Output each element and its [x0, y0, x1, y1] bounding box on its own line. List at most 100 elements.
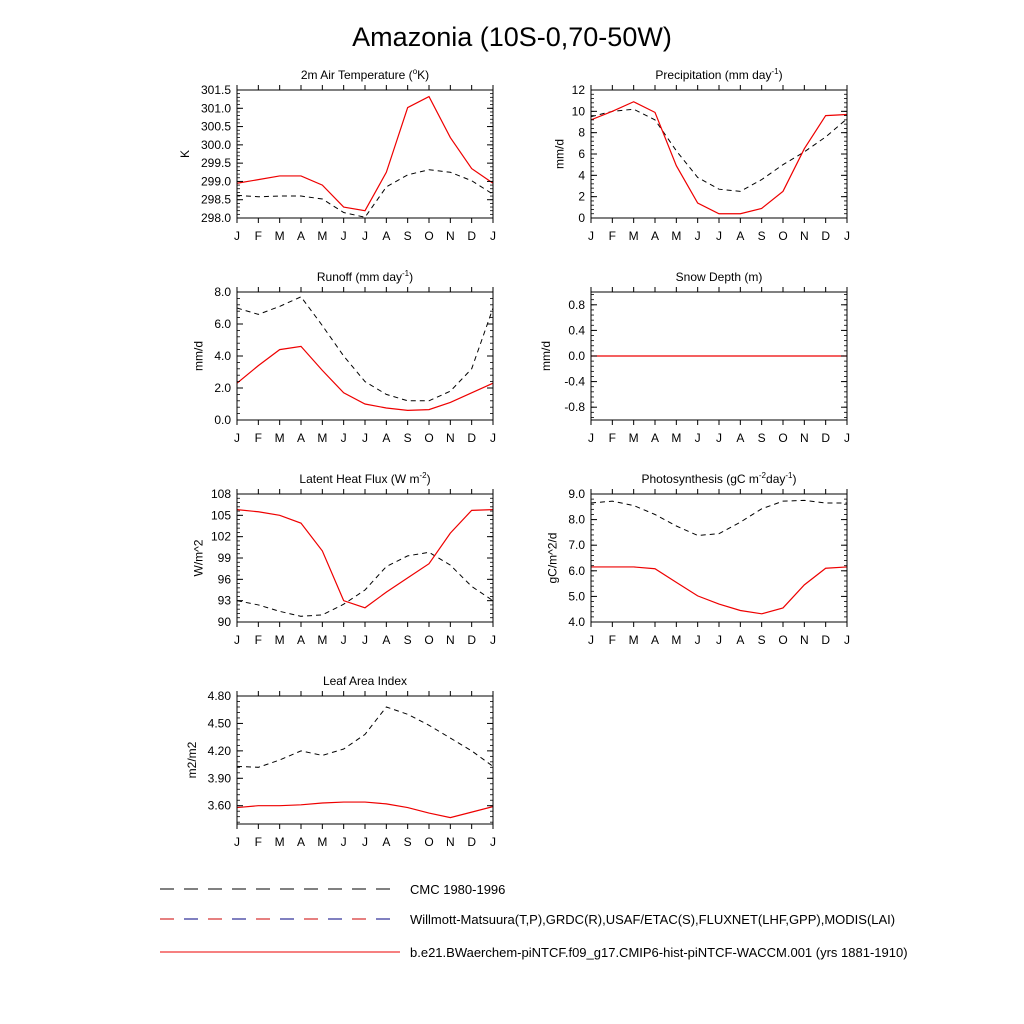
- plot-frame: [236, 695, 494, 825]
- x-tick-label: A: [736, 431, 744, 445]
- x-tick-label: J: [695, 633, 701, 647]
- y-tick-label: 8: [578, 126, 585, 140]
- series-line-cmc: [591, 499, 847, 536]
- x-tick-label: M: [671, 633, 681, 647]
- x-tick-label: M: [317, 835, 327, 849]
- series-line-cmc: [237, 551, 493, 617]
- y-tick-label: 8.0: [568, 513, 585, 527]
- panel-title: Snow Depth (m): [676, 270, 763, 284]
- x-tick-label: A: [297, 229, 305, 243]
- series-line-model: [237, 509, 493, 609]
- y-tick-label: 96: [218, 572, 232, 586]
- x-tick-label: J: [844, 633, 850, 647]
- x-tick-label: S: [758, 229, 766, 243]
- series-line-model: [591, 566, 847, 615]
- chart-panel-3: Runoff (mm day-1)0.02.04.06.08.0J F M A M J J A…: [192, 269, 496, 445]
- y-tick-label: 2: [578, 190, 585, 204]
- x-tick-label: N: [446, 229, 455, 243]
- series-line-model: [237, 345, 493, 412]
- x-tick-label: J: [362, 229, 368, 243]
- x-tick-label: M: [629, 431, 639, 445]
- x-tick-label: D: [467, 633, 476, 647]
- x-tick-label: F: [255, 431, 262, 445]
- y-tick-label: 0.0: [214, 413, 231, 427]
- chart-panel-4: Snow Depth (m)-0.8-0.40.00.40.8J F M A M J J A S…: [539, 270, 850, 445]
- x-tick-label: J: [716, 431, 722, 445]
- x-tick-label: F: [255, 633, 262, 647]
- panel-title: Photosynthesis (gC m-2day-1): [642, 471, 797, 486]
- x-tick-label: J: [716, 633, 722, 647]
- x-tick-label: O: [424, 229, 433, 243]
- x-tick-label: M: [275, 229, 285, 243]
- y-tick-label: 105: [211, 508, 231, 522]
- series-line-cmc: [237, 706, 493, 768]
- y-axis-label: mm/d: [192, 341, 206, 371]
- x-tick-label: A: [297, 633, 305, 647]
- x-tick-label: N: [800, 633, 809, 647]
- y-tick-label: 4.80: [208, 689, 232, 703]
- y-tick-label: 6.0: [214, 317, 231, 331]
- x-tick-label: M: [275, 431, 285, 445]
- x-tick-label: J: [234, 633, 240, 647]
- legend-item-2: Willmott-Matsuura(T,P),GRDC(R),USAF/ETAC…: [160, 912, 895, 927]
- panel-title: 2m Air Temperature (oK): [301, 67, 429, 82]
- x-tick-label: A: [297, 431, 305, 445]
- y-tick-label: 4.50: [208, 716, 232, 730]
- y-tick-label: 300.5: [201, 120, 231, 134]
- page-title: Amazonia (10S-0,70-50W): [352, 22, 672, 52]
- x-tick-label: N: [446, 835, 455, 849]
- y-tick-label: 298.0: [201, 211, 231, 225]
- y-axis-label: K: [178, 150, 192, 158]
- panel-title: Precipitation (mm day-1): [655, 67, 782, 82]
- y-tick-label: 90: [218, 615, 232, 629]
- x-tick-label: O: [424, 431, 433, 445]
- x-tick-label: S: [404, 431, 412, 445]
- x-tick-label: J: [341, 431, 347, 445]
- x-tick-label: S: [758, 633, 766, 647]
- y-tick-label: 4: [578, 168, 585, 182]
- y-tick-label: 4.0: [568, 615, 585, 629]
- x-tick-label: A: [297, 835, 305, 849]
- y-tick-label: 5.0: [568, 589, 585, 603]
- x-tick-label: M: [317, 229, 327, 243]
- x-tick-label: N: [446, 431, 455, 445]
- series-line-cmc: [237, 296, 493, 402]
- x-tick-label: O: [778, 633, 787, 647]
- x-tick-label: J: [362, 431, 368, 445]
- y-tick-label: 0.8: [568, 298, 585, 312]
- y-tick-label: 108: [211, 487, 231, 501]
- x-tick-label: N: [800, 229, 809, 243]
- x-tick-label: F: [609, 229, 616, 243]
- x-tick-label: J: [234, 835, 240, 849]
- panels: 2m Air Temperature (oK)298.0298.5299.029…: [178, 67, 850, 849]
- x-tick-label: J: [588, 633, 594, 647]
- y-tick-label: 298.5: [201, 193, 231, 207]
- x-tick-label: J: [341, 835, 347, 849]
- y-tick-label: 12: [572, 83, 586, 97]
- x-tick-label: M: [317, 431, 327, 445]
- x-tick-label: F: [255, 229, 262, 243]
- x-tick-label: J: [844, 229, 850, 243]
- x-tick-label: M: [629, 229, 639, 243]
- x-tick-label: M: [317, 633, 327, 647]
- y-tick-label: 299.5: [201, 156, 231, 170]
- x-tick-label: J: [341, 633, 347, 647]
- x-tick-label: F: [255, 835, 262, 849]
- x-tick-label: A: [382, 835, 390, 849]
- panel-title: Runoff (mm day-1): [317, 269, 413, 284]
- x-tick-label: A: [651, 229, 659, 243]
- x-tick-label: J: [341, 229, 347, 243]
- y-tick-label: 0.4: [568, 323, 585, 337]
- y-axis-label: mm/d: [552, 139, 566, 169]
- legend: CMC 1980-1996 Willmott-Matsuura(T,P),GRDC…: [160, 882, 908, 960]
- x-tick-label: F: [609, 431, 616, 445]
- x-tick-label: J: [716, 229, 722, 243]
- x-tick-label: J: [490, 633, 496, 647]
- legend-label: CMC 1980-1996: [410, 882, 505, 897]
- y-tick-label: -0.8: [564, 400, 585, 414]
- x-tick-label: D: [821, 633, 830, 647]
- plot-frame: [236, 89, 494, 219]
- y-tick-label: 10: [572, 104, 586, 118]
- y-tick-label: 2.0: [214, 381, 231, 395]
